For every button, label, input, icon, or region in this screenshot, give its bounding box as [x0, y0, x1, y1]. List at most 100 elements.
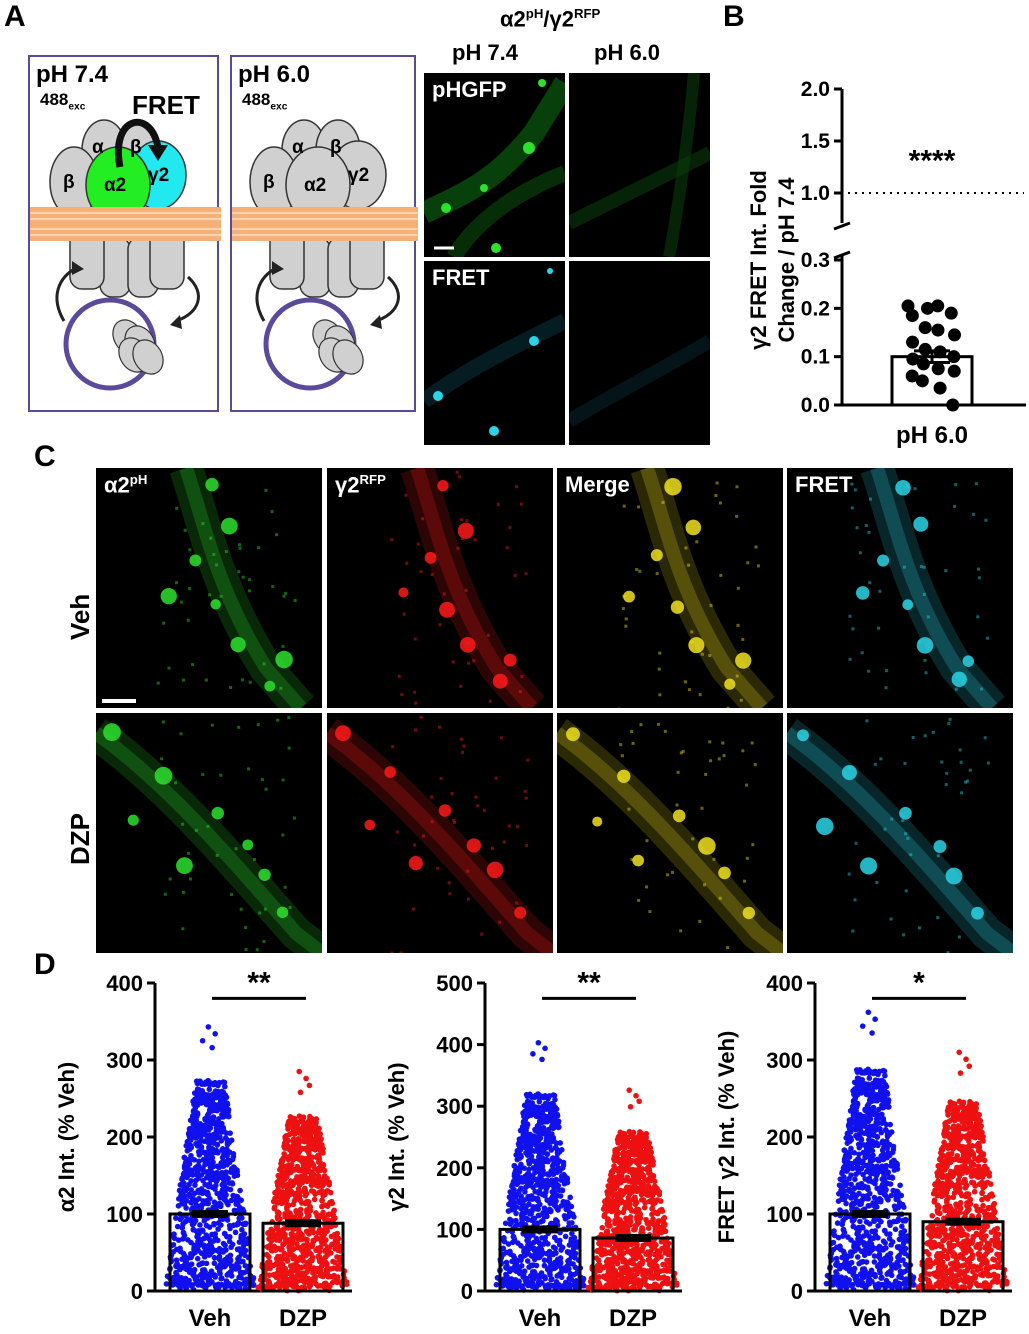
data-point — [534, 1248, 540, 1254]
data-point — [870, 1070, 877, 1077]
data-point — [266, 1279, 273, 1286]
data-point — [665, 1265, 671, 1272]
data-point — [174, 1223, 181, 1230]
data-point — [571, 1214, 577, 1220]
data-point — [550, 1102, 557, 1108]
data-point — [264, 1244, 271, 1250]
x-category-label: DZP — [279, 1305, 327, 1332]
data-point — [316, 1254, 323, 1260]
data-point — [866, 1108, 873, 1115]
data-point — [850, 1217, 856, 1224]
data-point — [618, 1165, 625, 1171]
data-point — [916, 357, 930, 371]
data-point — [538, 1178, 545, 1185]
data-point — [550, 1092, 557, 1098]
data-point — [557, 1229, 563, 1236]
data-point — [560, 1283, 566, 1289]
data-point — [875, 1142, 881, 1149]
data-point — [549, 1189, 556, 1195]
data-point — [180, 1281, 187, 1288]
error-bar — [192, 1210, 228, 1218]
data-point — [885, 1282, 892, 1289]
data-point — [879, 1176, 886, 1183]
data-point — [608, 1172, 614, 1178]
col-label-ph74: pH 7.4 — [452, 40, 519, 65]
data-point — [220, 1127, 227, 1134]
data-point — [219, 1098, 225, 1105]
data-point — [320, 1192, 326, 1199]
data-point — [887, 1181, 894, 1187]
subunit-beta-left: β — [263, 172, 275, 193]
data-point — [873, 1176, 879, 1183]
data-point — [633, 1092, 639, 1099]
data-point — [530, 1051, 536, 1057]
subunit-beta-left: β — [63, 172, 75, 193]
data-point — [870, 1105, 877, 1112]
data-point — [331, 1231, 338, 1238]
data-point — [638, 1279, 645, 1286]
data-point — [309, 1171, 315, 1177]
micrograph-phgfp-ph74: pHGFP — [424, 73, 565, 257]
data-point — [324, 1225, 331, 1232]
data-point — [501, 1238, 508, 1245]
data-point — [868, 1164, 875, 1171]
data-point — [557, 1270, 564, 1277]
data-point — [647, 1177, 654, 1184]
data-point — [277, 1264, 284, 1271]
data-point — [315, 1152, 322, 1158]
data-point — [840, 1177, 846, 1184]
data-point — [194, 1255, 201, 1262]
data-point — [849, 1165, 856, 1172]
data-point — [854, 1254, 861, 1260]
data-point — [887, 1222, 893, 1228]
data-point — [643, 1282, 649, 1288]
excitation-label: 488exc — [40, 90, 86, 113]
data-point — [887, 1250, 894, 1257]
data-point — [518, 1283, 525, 1290]
data-point — [544, 1250, 550, 1257]
data-point — [546, 1258, 553, 1265]
data-point — [522, 1277, 529, 1284]
panel-label-b: B — [723, 0, 745, 33]
data-point — [627, 1272, 634, 1278]
data-point — [879, 1245, 886, 1252]
data-point — [237, 1272, 244, 1279]
data-point — [567, 1273, 574, 1280]
data-point — [228, 1197, 235, 1204]
y-tick-label: 300 — [766, 1048, 803, 1073]
data-point — [602, 1198, 608, 1205]
data-point — [840, 1233, 846, 1239]
data-point — [623, 1275, 630, 1282]
data-point — [649, 1265, 655, 1272]
data-point — [223, 1192, 229, 1198]
channel-label: γ2RFP — [335, 472, 386, 498]
data-point — [852, 1276, 859, 1282]
y-tick-label: 400 — [436, 1033, 473, 1058]
data-point — [324, 1175, 330, 1182]
row-label-veh: Veh — [65, 593, 95, 640]
y-axis-title: FRET γ2 Int. (% Veh) — [714, 1031, 739, 1244]
data-point — [841, 1147, 848, 1154]
data-point — [236, 1264, 242, 1271]
data-point — [879, 1181, 886, 1188]
data-point — [218, 1275, 224, 1282]
y-tick-label: 300 — [106, 1048, 143, 1073]
data-point — [214, 1201, 221, 1208]
data-point — [314, 1268, 321, 1275]
data-point — [282, 1139, 288, 1146]
data-point — [915, 374, 929, 388]
data-point — [533, 1106, 539, 1113]
data-point — [872, 1110, 879, 1117]
data-point — [286, 1184, 292, 1191]
data-point — [657, 1268, 664, 1275]
data-point — [308, 1278, 315, 1285]
data-point — [641, 1204, 648, 1211]
data-point — [192, 1129, 199, 1135]
data-point — [214, 1284, 220, 1291]
data-point — [186, 1156, 192, 1163]
data-point — [849, 1193, 855, 1200]
data-point — [847, 1108, 854, 1114]
micrograph-content — [96, 716, 322, 953]
data-point — [847, 1265, 853, 1272]
data-point — [606, 1280, 612, 1287]
